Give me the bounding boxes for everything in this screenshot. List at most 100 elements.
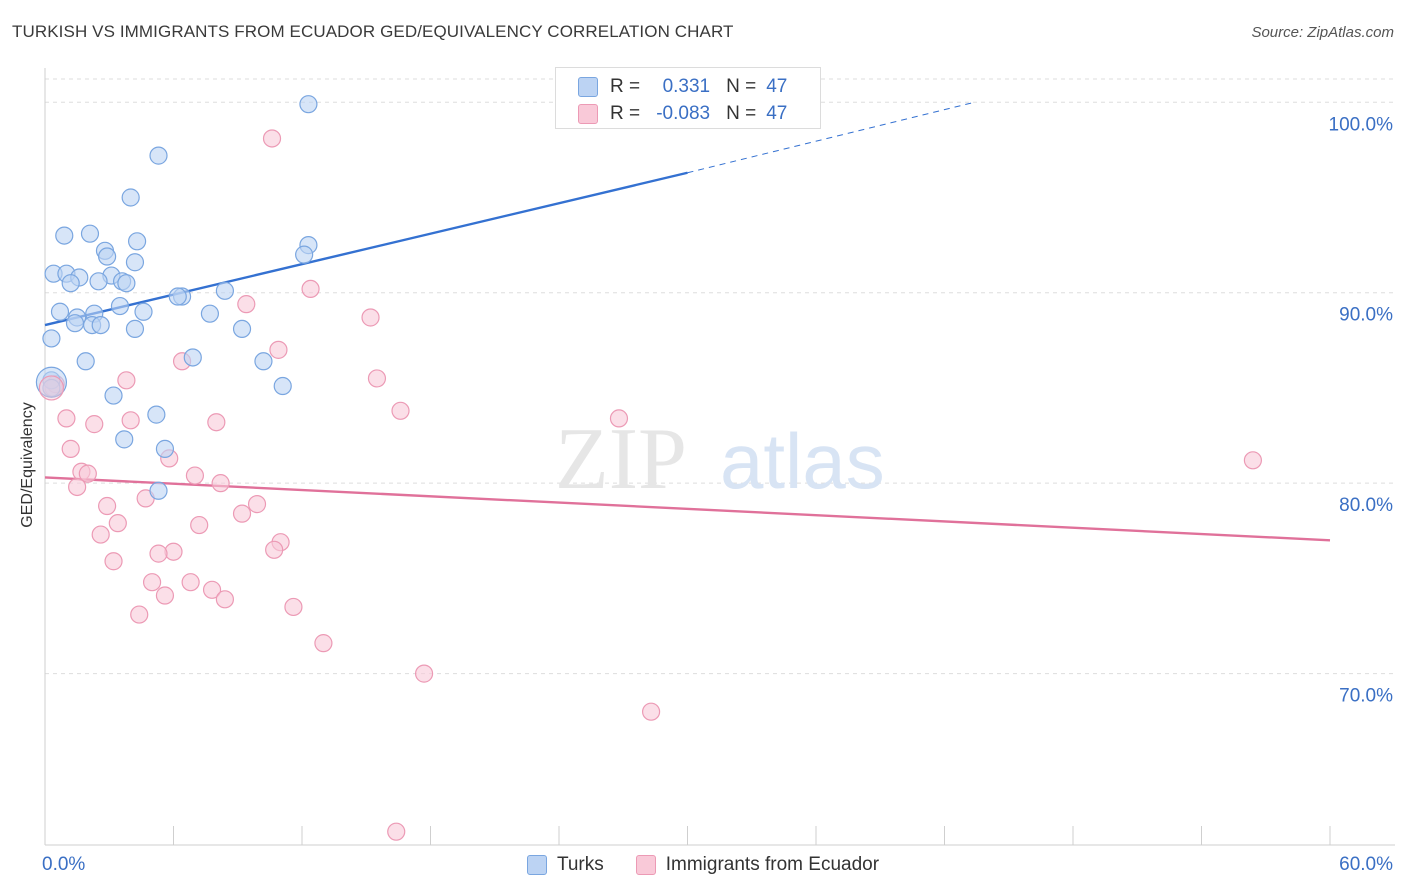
ecuador-point — [265, 540, 284, 559]
turks-point — [76, 352, 95, 371]
ecuador-point — [641, 702, 661, 721]
ecuador-point — [609, 409, 629, 428]
turks-point — [98, 247, 117, 266]
ecuador-point — [237, 295, 256, 314]
ecuador-point — [68, 477, 87, 497]
turks-point — [299, 95, 318, 114]
ecuador-point — [202, 580, 222, 599]
turks-n-value: 47 — [766, 76, 788, 97]
turks-point-cluster — [35, 366, 68, 398]
ecuador-n-value: 47 — [766, 103, 788, 124]
watermark-atlas: atlas — [720, 417, 885, 505]
ecuador-point — [108, 514, 127, 533]
turks-point — [121, 188, 140, 207]
turks-point — [134, 302, 153, 321]
turks-point — [117, 274, 136, 293]
ecuador-point — [117, 371, 136, 390]
ecuador-swatch — [635, 855, 656, 875]
n-label: N = — [726, 103, 757, 124]
n-label: N = — [726, 76, 757, 97]
turks-point — [125, 319, 145, 339]
turks-point — [50, 302, 70, 321]
x-tick-label: 0.0% — [42, 854, 85, 875]
r-label: R = — [610, 76, 641, 97]
ecuador-point — [85, 415, 104, 434]
ecuador-point — [414, 664, 434, 683]
ecuador-point — [155, 586, 175, 605]
ecuador-swatch — [578, 104, 598, 124]
ecuador-point — [78, 464, 97, 483]
turks-point — [80, 224, 100, 243]
series-legend: Turks Immigrants from Ecuador — [0, 852, 1406, 878]
ecuador-point — [104, 552, 123, 571]
ecuador-point-cluster — [38, 375, 65, 401]
ecuador-point — [149, 544, 168, 563]
turks-point — [127, 232, 147, 251]
turks-point — [91, 315, 110, 335]
ecuador-point — [207, 413, 226, 432]
turks-point — [155, 439, 175, 458]
legend-item-ecuador[interactable]: Immigrants from Ecuador — [635, 854, 880, 876]
turks-point — [232, 319, 252, 339]
ecuador-point — [130, 605, 149, 624]
legend-turks-label: Turks — [556, 854, 604, 875]
legend-item-turks[interactable]: Turks — [526, 854, 604, 876]
ecuador-point — [211, 474, 230, 493]
turks-swatch — [526, 855, 547, 875]
trend-lines — [44, 101, 1331, 542]
ecuador-point — [98, 496, 117, 516]
turks-point — [295, 245, 314, 264]
ecuador-point — [391, 401, 410, 420]
turks-point — [149, 146, 168, 165]
turks-point — [110, 296, 130, 316]
turks-trend-extension — [687, 101, 975, 174]
turks-point — [149, 481, 168, 500]
ecuador-point — [367, 369, 387, 388]
turks-point — [254, 352, 273, 371]
ecuador-r-value: -0.083 — [656, 103, 711, 124]
turks-swatch — [578, 77, 598, 97]
ecuador-point — [57, 409, 76, 428]
legend-row-ecuador: R = -0.083 N = 47 — [578, 101, 787, 127]
ecuador-point — [301, 279, 320, 299]
legend-ecuador-label: Immigrants from Ecuador — [665, 854, 880, 875]
y-tick-label: 90.0% — [1339, 305, 1393, 326]
ecuador-point — [284, 597, 303, 617]
ecuador-point — [232, 504, 252, 523]
ecuador-point — [91, 525, 110, 544]
axes — [44, 68, 1395, 846]
turks-trend-line — [44, 171, 688, 327]
ecuador-point — [181, 573, 200, 592]
ecuador-point — [185, 466, 205, 485]
legend-row-turks: R = 0.331 N = 47 — [578, 74, 787, 100]
ecuador-point — [314, 634, 333, 653]
turks-point — [115, 430, 134, 449]
turks-point — [200, 304, 220, 323]
turks-point — [183, 348, 202, 367]
ecuador-point — [262, 129, 282, 148]
turks-r-value: 0.331 — [662, 76, 711, 97]
x-tick-label: 60.0% — [1339, 854, 1393, 875]
correlation-legend: R = 0.331 N = 47 R = -0.083 N = 47 — [555, 67, 821, 129]
data-points — [35, 95, 1263, 841]
ecuador-point — [269, 340, 288, 359]
turks-point — [104, 386, 123, 405]
turks-point — [168, 287, 187, 306]
turks-point — [215, 281, 234, 300]
turks-point — [89, 272, 108, 291]
ecuador-point — [215, 590, 234, 609]
ecuador-point — [361, 308, 380, 327]
ecuador-point — [164, 542, 183, 561]
tick-labels: 100.0% 90.0% 80.0% 70.0% 0.0% 60.0% — [42, 114, 1393, 875]
y-tick-label: 80.0% — [1339, 495, 1393, 516]
ecuador-point — [61, 439, 80, 458]
turks-point — [147, 405, 166, 424]
chart-title: TURKISH VS IMMIGRANTS FROM ECUADOR GED/E… — [12, 22, 734, 41]
ecuador-point — [387, 822, 406, 841]
turks-point — [65, 314, 85, 333]
ecuador-point — [142, 573, 162, 592]
turks-point — [125, 253, 145, 272]
gridlines — [45, 78, 1395, 675]
turks-point — [273, 376, 292, 396]
